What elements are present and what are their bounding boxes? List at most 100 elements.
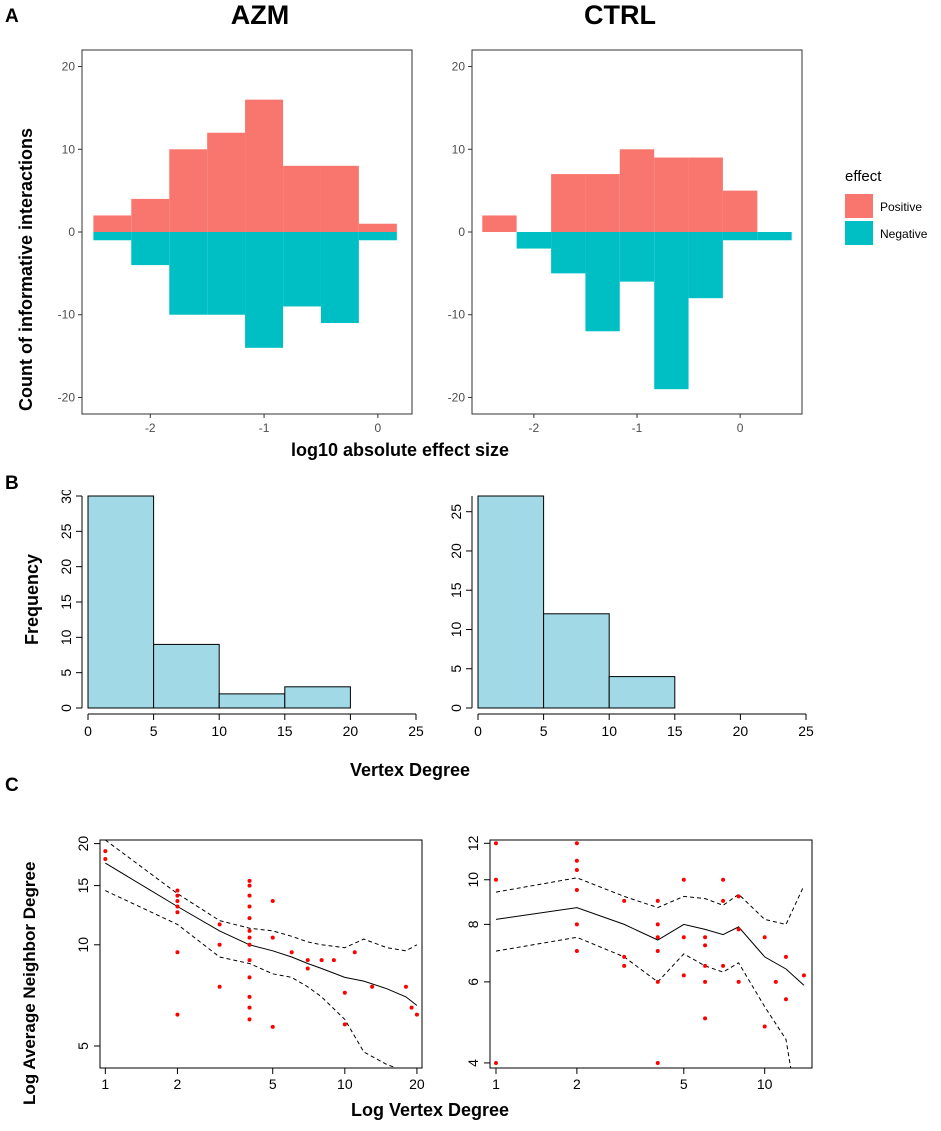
- x-tick-label: 2: [174, 1076, 182, 1092]
- data-point: [493, 877, 498, 882]
- upper-bound-line: [105, 840, 418, 952]
- y-tick-label: 12: [465, 835, 481, 851]
- x-tick-label: 0: [474, 723, 482, 739]
- y-tick-label: 4: [465, 1059, 481, 1067]
- negative-bar: [169, 232, 208, 315]
- x-tick-label: 10: [757, 1076, 773, 1092]
- positive-bar: [654, 157, 689, 232]
- y-tick-label: 20: [448, 543, 464, 559]
- y-tick-label: 5: [448, 665, 464, 673]
- data-point: [783, 954, 788, 959]
- y-tick-label: 15: [75, 878, 91, 894]
- negative-bar: [93, 232, 132, 241]
- data-point: [574, 922, 579, 927]
- legend-positive-swatch: [845, 194, 873, 218]
- x-tick-label: 5: [680, 1076, 688, 1092]
- data-point: [655, 949, 660, 954]
- panel-label-b: B: [5, 473, 19, 494]
- y-tick-label: 10: [58, 629, 74, 645]
- y-tick-label: 0: [58, 704, 74, 712]
- ctrl-title: CTRL: [584, 0, 656, 30]
- y-tick-label: 15: [58, 594, 74, 610]
- data-point: [306, 1069, 310, 1073]
- data-point: [305, 966, 310, 971]
- data-point: [247, 1017, 252, 1022]
- negative-bar: [619, 232, 655, 282]
- y-tick-label: 10: [452, 142, 466, 156]
- data-point: [703, 1016, 708, 1021]
- y-tick-label: -20: [448, 390, 466, 404]
- negative-bar: [688, 232, 723, 299]
- x-tick-label: 20: [733, 723, 749, 739]
- x-tick-label: 5: [150, 723, 158, 739]
- data-point: [681, 935, 686, 940]
- data-point: [655, 979, 660, 984]
- y-tick-label: 30: [58, 490, 74, 504]
- data-point: [247, 928, 252, 933]
- positive-bar: [722, 190, 758, 232]
- data-point: [175, 904, 180, 909]
- histogram-bar: [608, 676, 676, 709]
- data-point: [247, 904, 252, 909]
- c-y-axis-title: Log Average Neighbor Degree: [20, 861, 39, 1105]
- data-point: [175, 1012, 180, 1017]
- legend-negative-swatch: [845, 221, 873, 245]
- y-tick-label: 25: [448, 504, 464, 520]
- y-tick-label: 8: [465, 920, 481, 928]
- histogram-bar: [543, 613, 610, 709]
- y-tick-label: 0: [448, 704, 464, 712]
- data-point: [247, 935, 252, 940]
- data-point: [762, 1024, 767, 1029]
- data-point: [217, 984, 222, 989]
- data-point: [247, 994, 252, 999]
- data-point: [681, 973, 686, 978]
- x-tick-label: -2: [145, 421, 156, 435]
- y-tick-label: 15: [448, 582, 464, 598]
- y-tick-label: -10: [448, 308, 466, 322]
- data-point: [414, 1012, 419, 1017]
- legend-negative-label: Negative: [880, 227, 928, 241]
- positive-bar: [619, 149, 655, 232]
- x-tick-label: 1: [101, 1076, 109, 1092]
- fit-line: [105, 862, 418, 1006]
- positive-bar: [585, 174, 620, 232]
- data-point: [175, 888, 180, 893]
- y-tick-label: 20: [58, 559, 74, 575]
- x-tick-label: 20: [409, 1076, 425, 1092]
- data-point: [319, 958, 324, 963]
- positive-bar: [320, 165, 359, 232]
- panel-label-c: C: [5, 775, 19, 796]
- b-azm-chart: 0 5 10 15 20 25 30 0 5 10 15 20 25: [58, 490, 424, 739]
- x-tick-label: 5: [269, 1076, 277, 1092]
- x-tick-label: 25: [408, 723, 424, 739]
- b-ctrl-chart: 0 5 10 15 20 25 0 5 10 15 20 25: [448, 495, 814, 739]
- y-tick-label: 10: [465, 872, 481, 888]
- data-point: [736, 894, 741, 899]
- y-tick-label: 6: [465, 978, 481, 986]
- data-point: [783, 997, 788, 1002]
- positive-bar: [93, 215, 132, 232]
- data-point: [801, 973, 806, 978]
- data-point: [655, 898, 660, 903]
- a-y-axis-title: Count of informative interactions: [16, 127, 36, 411]
- data-point: [703, 963, 708, 968]
- negative-bar: [585, 232, 620, 332]
- lower-bound-line: [495, 936, 792, 1068]
- histogram-bar: [153, 643, 220, 709]
- y-tick-label: 0: [458, 225, 465, 239]
- x-tick-label: 15: [667, 723, 683, 739]
- negative-bar: [283, 232, 321, 307]
- data-point: [217, 942, 222, 947]
- data-point: [655, 922, 660, 927]
- data-point: [493, 1060, 498, 1065]
- negative-bar: [207, 232, 246, 315]
- x-tick-label: 1: [492, 1076, 500, 1092]
- data-point: [331, 958, 336, 963]
- positive-bar: [283, 165, 321, 232]
- y-tick-label: -20: [58, 390, 76, 404]
- negative-bar: [516, 232, 552, 249]
- data-point: [247, 883, 252, 888]
- negative-bar: [131, 232, 170, 266]
- plot-frame: [99, 839, 423, 1069]
- y-tick-label: 20: [75, 836, 91, 852]
